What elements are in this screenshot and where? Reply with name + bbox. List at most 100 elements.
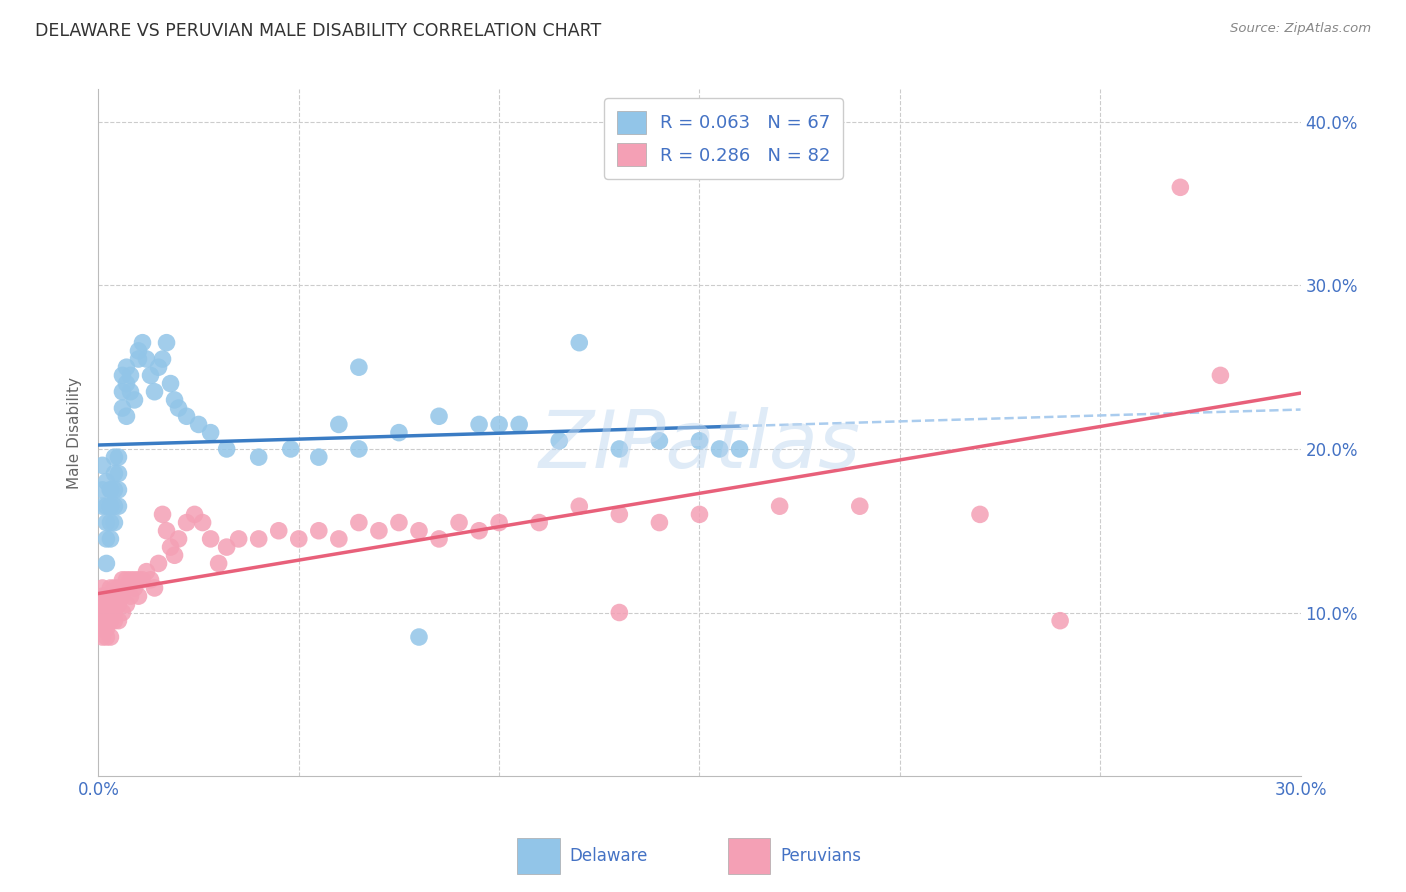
Point	[120, 384, 142, 399]
Point	[155, 335, 177, 350]
Point	[115, 573, 138, 587]
Point	[91, 458, 114, 473]
Point	[111, 384, 134, 399]
Point	[107, 581, 129, 595]
Point	[187, 417, 209, 432]
Point	[96, 516, 118, 530]
Point	[280, 442, 302, 456]
Point	[100, 606, 122, 620]
Point	[388, 425, 411, 440]
Point	[91, 630, 114, 644]
Point	[200, 425, 222, 440]
Point	[120, 589, 142, 603]
Point	[159, 540, 181, 554]
Point	[96, 630, 118, 644]
Point	[427, 409, 450, 424]
Point	[115, 409, 138, 424]
Point	[103, 499, 125, 513]
Point	[176, 516, 198, 530]
Point	[769, 499, 792, 513]
Point	[100, 499, 122, 513]
Point	[143, 581, 166, 595]
Point	[124, 581, 146, 595]
Point	[167, 401, 190, 415]
Point	[508, 417, 530, 432]
Point	[849, 499, 872, 513]
Point	[100, 483, 122, 497]
Point	[208, 557, 231, 571]
Point	[139, 368, 162, 383]
Point	[488, 516, 510, 530]
Point	[288, 532, 311, 546]
Point	[107, 483, 129, 497]
Legend: R = 0.063   N = 67, R = 0.286   N = 82: R = 0.063 N = 67, R = 0.286 N = 82	[605, 98, 844, 179]
Point	[96, 499, 118, 513]
Point	[128, 343, 150, 358]
Point	[91, 614, 114, 628]
Point	[107, 499, 129, 513]
Point	[103, 467, 125, 481]
Point	[308, 450, 330, 464]
Point	[267, 524, 290, 538]
Point	[115, 581, 138, 595]
Point	[107, 450, 129, 464]
Point	[124, 392, 146, 407]
Point	[247, 532, 270, 546]
Point	[111, 589, 134, 603]
Point	[328, 532, 350, 546]
Point	[152, 508, 174, 522]
Point	[96, 475, 118, 489]
Y-axis label: Male Disability: Male Disability	[67, 376, 83, 489]
Point	[148, 557, 170, 571]
Point	[100, 598, 122, 612]
Point	[100, 581, 122, 595]
Point	[215, 442, 238, 456]
Point	[408, 524, 430, 538]
Point	[91, 589, 114, 603]
Point	[609, 606, 631, 620]
Point	[609, 442, 631, 456]
Point	[568, 499, 591, 513]
Point	[152, 351, 174, 366]
Point	[111, 401, 134, 415]
Point	[427, 532, 450, 546]
Point	[103, 581, 125, 595]
Point	[103, 598, 125, 612]
Point	[91, 581, 114, 595]
Point	[91, 483, 114, 497]
Point	[135, 565, 157, 579]
Point	[100, 630, 122, 644]
Point	[100, 532, 122, 546]
Point	[103, 450, 125, 464]
Text: ZIPatlas: ZIPatlas	[538, 408, 860, 485]
Point	[128, 573, 150, 587]
Point	[103, 614, 125, 628]
Point	[100, 499, 122, 513]
Point	[96, 598, 118, 612]
Point	[91, 606, 114, 620]
Point	[176, 409, 198, 424]
Point	[103, 606, 125, 620]
Text: Peruvians: Peruvians	[780, 847, 862, 865]
Point	[368, 524, 391, 538]
Point	[163, 392, 186, 407]
Point	[689, 508, 711, 522]
Point	[131, 335, 153, 350]
Point	[148, 360, 170, 375]
Point	[347, 516, 370, 530]
Point	[96, 532, 118, 546]
Point	[107, 598, 129, 612]
Point	[131, 573, 153, 587]
Point	[107, 614, 129, 628]
Point	[120, 573, 142, 587]
Point	[548, 434, 571, 448]
Point	[128, 589, 150, 603]
Point	[100, 483, 122, 497]
Point	[648, 434, 671, 448]
Point	[103, 516, 125, 530]
Point	[488, 417, 510, 432]
Point	[107, 589, 129, 603]
Point	[107, 467, 129, 481]
Point	[709, 442, 731, 456]
Point	[228, 532, 250, 546]
